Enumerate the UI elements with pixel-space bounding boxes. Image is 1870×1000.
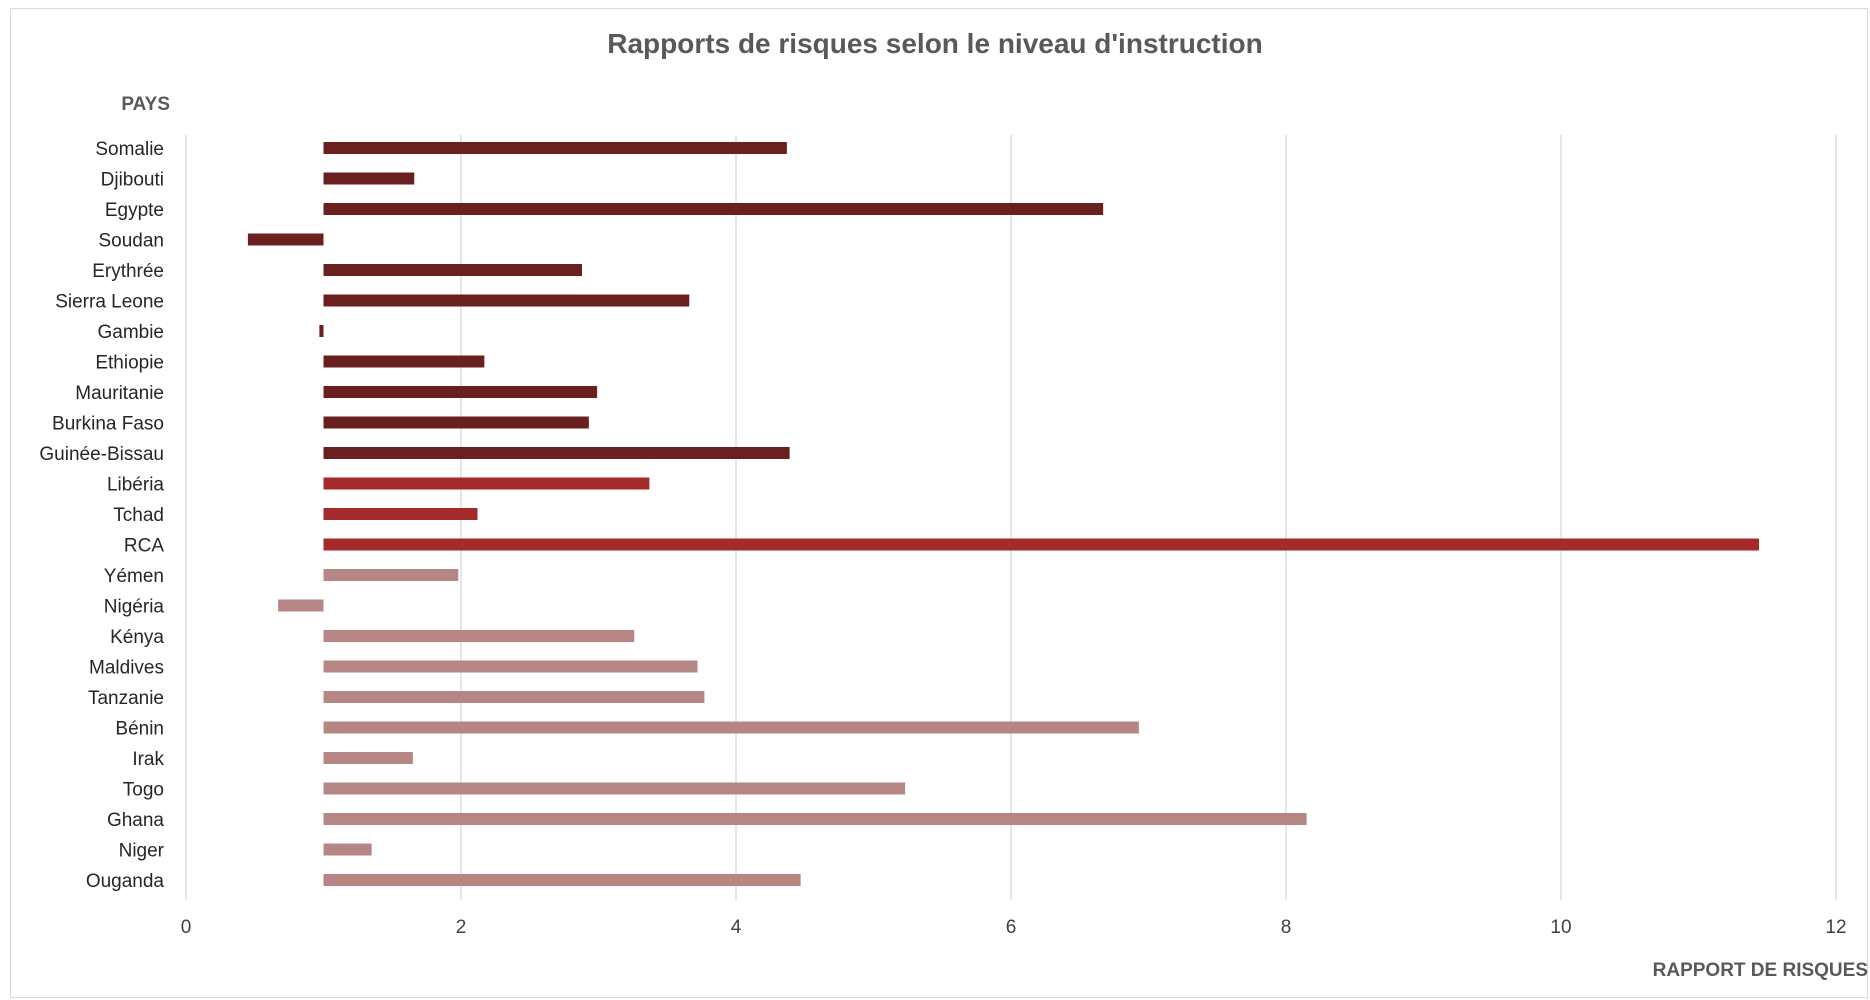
category-label: Gambie bbox=[97, 322, 164, 343]
category-label: Mauritanie bbox=[75, 383, 164, 404]
x-axis-title: RAPPORT DE RISQUES bbox=[1652, 960, 1868, 981]
bar bbox=[278, 599, 324, 612]
x-tick-label: 12 bbox=[1825, 917, 1846, 938]
category-label: RCA bbox=[124, 536, 164, 557]
category-label: Kénya bbox=[110, 627, 164, 648]
bar bbox=[323, 630, 635, 642]
bar bbox=[323, 843, 372, 856]
category-label: Maldives bbox=[89, 658, 164, 679]
category-label: Djibouti bbox=[101, 170, 164, 191]
bar bbox=[323, 660, 698, 673]
bar bbox=[323, 294, 690, 307]
category-label: Egypte bbox=[105, 200, 164, 221]
bar bbox=[323, 569, 459, 581]
category-labels: Somalie Djibouti Egypte Soudan Erythrée Sierr… bbox=[39, 139, 164, 892]
bar bbox=[323, 386, 598, 398]
bar bbox=[323, 447, 790, 459]
x-tick-label: 0 bbox=[181, 917, 192, 938]
category-label: Libéria bbox=[107, 475, 164, 496]
category-label: Burkina Faso bbox=[52, 414, 164, 435]
bar bbox=[323, 355, 485, 368]
bars bbox=[247, 142, 1759, 886]
category-label: Yémen bbox=[104, 566, 164, 587]
category-label: Erythrée bbox=[92, 261, 164, 282]
category-label: Soudan bbox=[98, 231, 164, 252]
y-axis-title: PAYS bbox=[121, 94, 170, 115]
x-tick-label: 8 bbox=[1281, 917, 1292, 938]
category-label: Tchad bbox=[113, 505, 164, 526]
x-tick-label: 4 bbox=[731, 917, 742, 938]
category-label: Ethiopie bbox=[95, 353, 164, 374]
bar bbox=[323, 416, 589, 429]
category-label: Nigéria bbox=[104, 597, 165, 618]
category-label: Sierra Leone bbox=[55, 292, 164, 313]
bar bbox=[323, 813, 1307, 825]
category-label: Irak bbox=[132, 749, 164, 770]
bar bbox=[323, 538, 1759, 551]
bar bbox=[247, 233, 324, 246]
bar bbox=[319, 325, 324, 337]
bar bbox=[323, 264, 582, 276]
category-label: Ouganda bbox=[86, 871, 165, 892]
category-label: Tanzanie bbox=[88, 688, 164, 709]
bar bbox=[323, 691, 705, 703]
bar bbox=[323, 874, 801, 886]
category-label: Togo bbox=[123, 780, 164, 801]
x-tick-label: 6 bbox=[1006, 917, 1017, 938]
x-tick-label: 2 bbox=[456, 917, 467, 938]
category-label: Niger bbox=[119, 841, 165, 862]
gridlines bbox=[185, 135, 1837, 900]
category-label: Guinée-Bissau bbox=[39, 444, 164, 465]
bar bbox=[323, 508, 478, 520]
x-tick-labels: 0 2 4 6 8 10 12 bbox=[181, 917, 1847, 938]
category-label: Ghana bbox=[107, 810, 164, 831]
chart-title: Rapports de risques selon le niveau d'in… bbox=[607, 28, 1263, 59]
bar bbox=[323, 721, 1139, 734]
bar bbox=[323, 142, 787, 154]
bar bbox=[323, 782, 906, 795]
category-label: Somalie bbox=[95, 139, 164, 160]
chart-frame bbox=[10, 8, 1868, 998]
x-tick-label: 10 bbox=[1550, 917, 1571, 938]
bar bbox=[323, 752, 413, 764]
bar bbox=[323, 172, 415, 185]
bar bbox=[323, 477, 650, 490]
category-label: Bénin bbox=[115, 719, 164, 740]
bar bbox=[323, 203, 1104, 215]
